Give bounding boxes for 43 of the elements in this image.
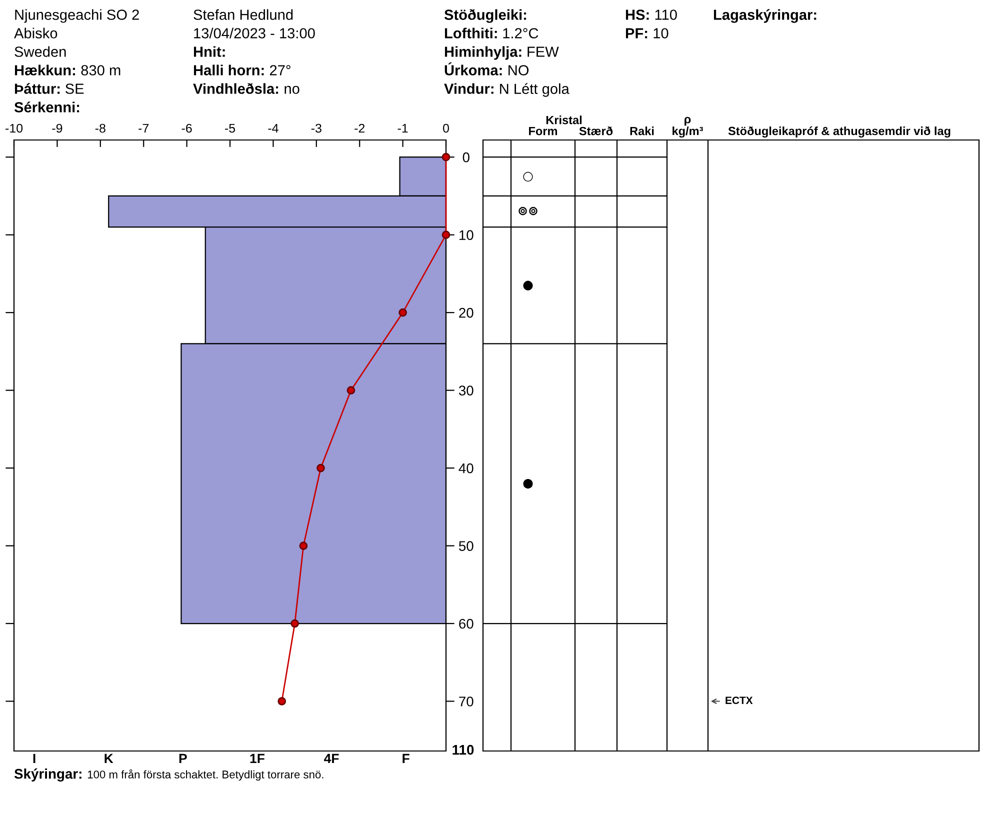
text: P (179, 754, 187, 764)
text: Kristal (546, 116, 582, 124)
category-label: ρ kg/m³ (672, 116, 703, 138)
category-label: Stöðugleikapróf & athugasemdir við lag (728, 126, 950, 138)
y-tick-label: 20 (459, 308, 474, 318)
y-tick-label: 10 (459, 230, 474, 240)
text: HS: 110 PF: 10 (626, 10, 677, 38)
y-tick-label: 50 (458, 541, 474, 551)
text: I (33, 754, 36, 764)
text: Stöðugleiki: Lofthiti: 1.2°C Himinhylja: FEW Úrkoma: NO Vindur: N Létt gola (444, 9, 570, 97)
text: 4F (324, 754, 339, 764)
text: ● (523, 479, 533, 489)
x-tick-label: -1 (398, 124, 408, 133)
text: ECTX (726, 696, 753, 704)
text: Skýringar: 100 m från första schaktet. Betydligt torrare snö. (14, 768, 324, 782)
text: K (104, 754, 114, 764)
text: F (402, 754, 410, 764)
x-tick-label: -10 (6, 124, 23, 133)
x-tick-label: -4 (268, 124, 278, 133)
text: Stefan Hedlund 13/04/2023 - 13:00 Hnit: Halli horn: 27° Vindhleðsla: no (193, 9, 315, 94)
x-tick-label: -7 (138, 124, 149, 133)
x-tick-label: -8 (95, 124, 106, 133)
text: Lagaskýringar: (714, 9, 816, 23)
category-label: Stærð (579, 126, 613, 136)
text: 1F (250, 754, 264, 764)
y-tick-label: 0 (462, 152, 470, 162)
y-tick-label: 70 (459, 696, 474, 706)
category-label: Form (529, 126, 558, 136)
y-tick-label: 60 (459, 618, 474, 629)
x-tick-label: 0 (443, 124, 449, 133)
text: ● (523, 280, 533, 290)
text: 110 (452, 744, 474, 755)
y-tick-label: 30 (458, 386, 474, 396)
y-tick-label: 40 (458, 463, 474, 474)
x-tick-label: -9 (52, 124, 62, 133)
x-tick-label: -3 (311, 124, 322, 133)
x-tick-label: -6 (182, 124, 192, 133)
category-label: Raki (630, 126, 654, 136)
x-tick-label: -2 (354, 124, 365, 133)
text: ⊚⊚ (518, 206, 538, 216)
text: Njunesgeachi SO 2 Abisko Sweden Hækkun: 830 m Þáttur: SE Sérkenni: (14, 9, 139, 112)
x-tick-label: -5 (225, 124, 236, 133)
text: ○ (523, 172, 533, 182)
